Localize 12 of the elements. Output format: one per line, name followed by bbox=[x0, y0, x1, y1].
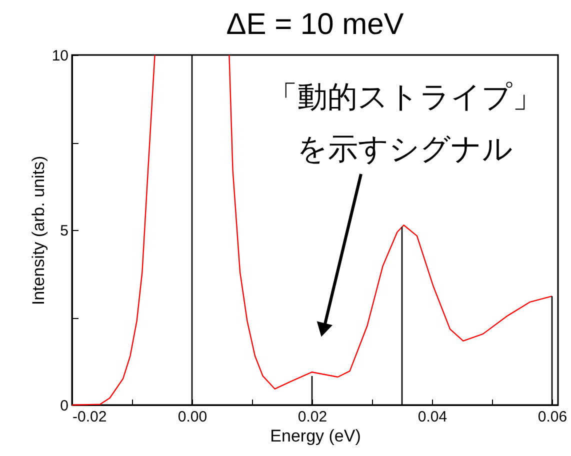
y-tick-label: 10 bbox=[52, 48, 68, 64]
x-tick-label: -0.02 bbox=[72, 408, 107, 426]
x-tick-label: 0.00 bbox=[178, 408, 208, 426]
y-tick-label: 0 bbox=[60, 398, 68, 414]
y-axis-title: Intensity (arb. units) bbox=[28, 156, 48, 306]
x-tick-label: 0.02 bbox=[298, 408, 328, 426]
chart-title: ΔE = 10 meV bbox=[226, 8, 404, 41]
x-tick-label: 0.04 bbox=[418, 408, 448, 426]
x-axis-title: Energy (eV) bbox=[270, 426, 361, 446]
annotation: 「動的ストライプ」を示すシグナル bbox=[268, 80, 542, 167]
x-tick-label: 0.06 bbox=[538, 408, 568, 426]
y-tick-label: 5 bbox=[60, 222, 68, 240]
